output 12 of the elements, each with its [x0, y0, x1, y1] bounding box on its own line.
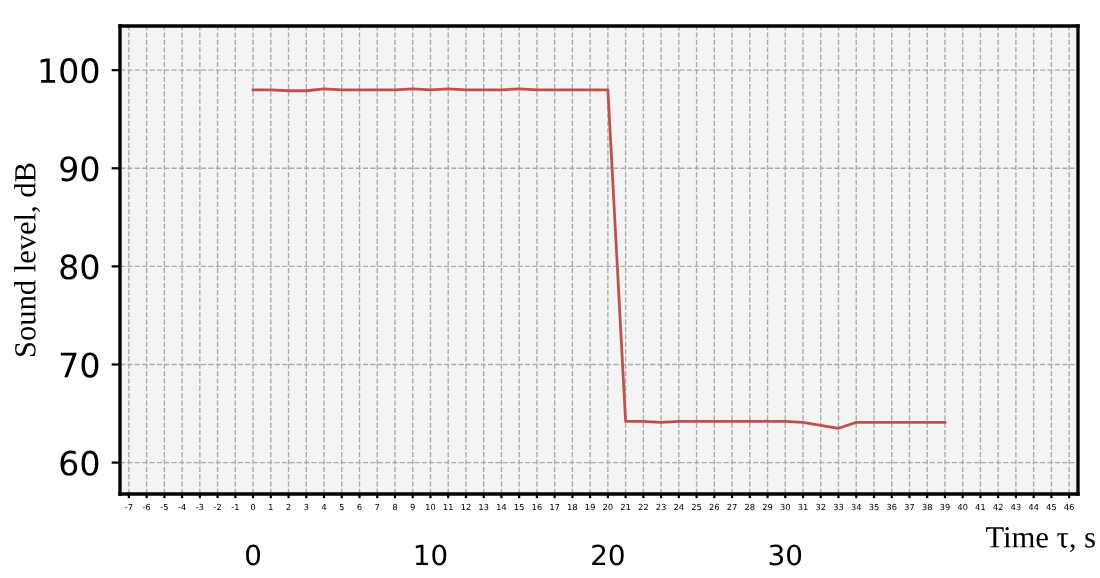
y-tick-label: 60: [60, 450, 99, 476]
x2-tick-label: 30: [769, 544, 802, 566]
y-tick-label: 80: [60, 254, 99, 280]
y-axis-title: Sound level, dB: [14, 163, 41, 356]
line-series: [251, 87, 947, 430]
y-tick-label: 90: [60, 156, 99, 182]
x-axis-title: Time τ, s: [986, 527, 1095, 553]
y-tick-label: 100: [40, 58, 99, 84]
x2-tick-label: 20: [592, 544, 624, 566]
x2-tick-label: 10: [415, 544, 447, 566]
y-tick-label: 70: [60, 352, 99, 378]
x2-tick-label: 0: [246, 544, 261, 566]
